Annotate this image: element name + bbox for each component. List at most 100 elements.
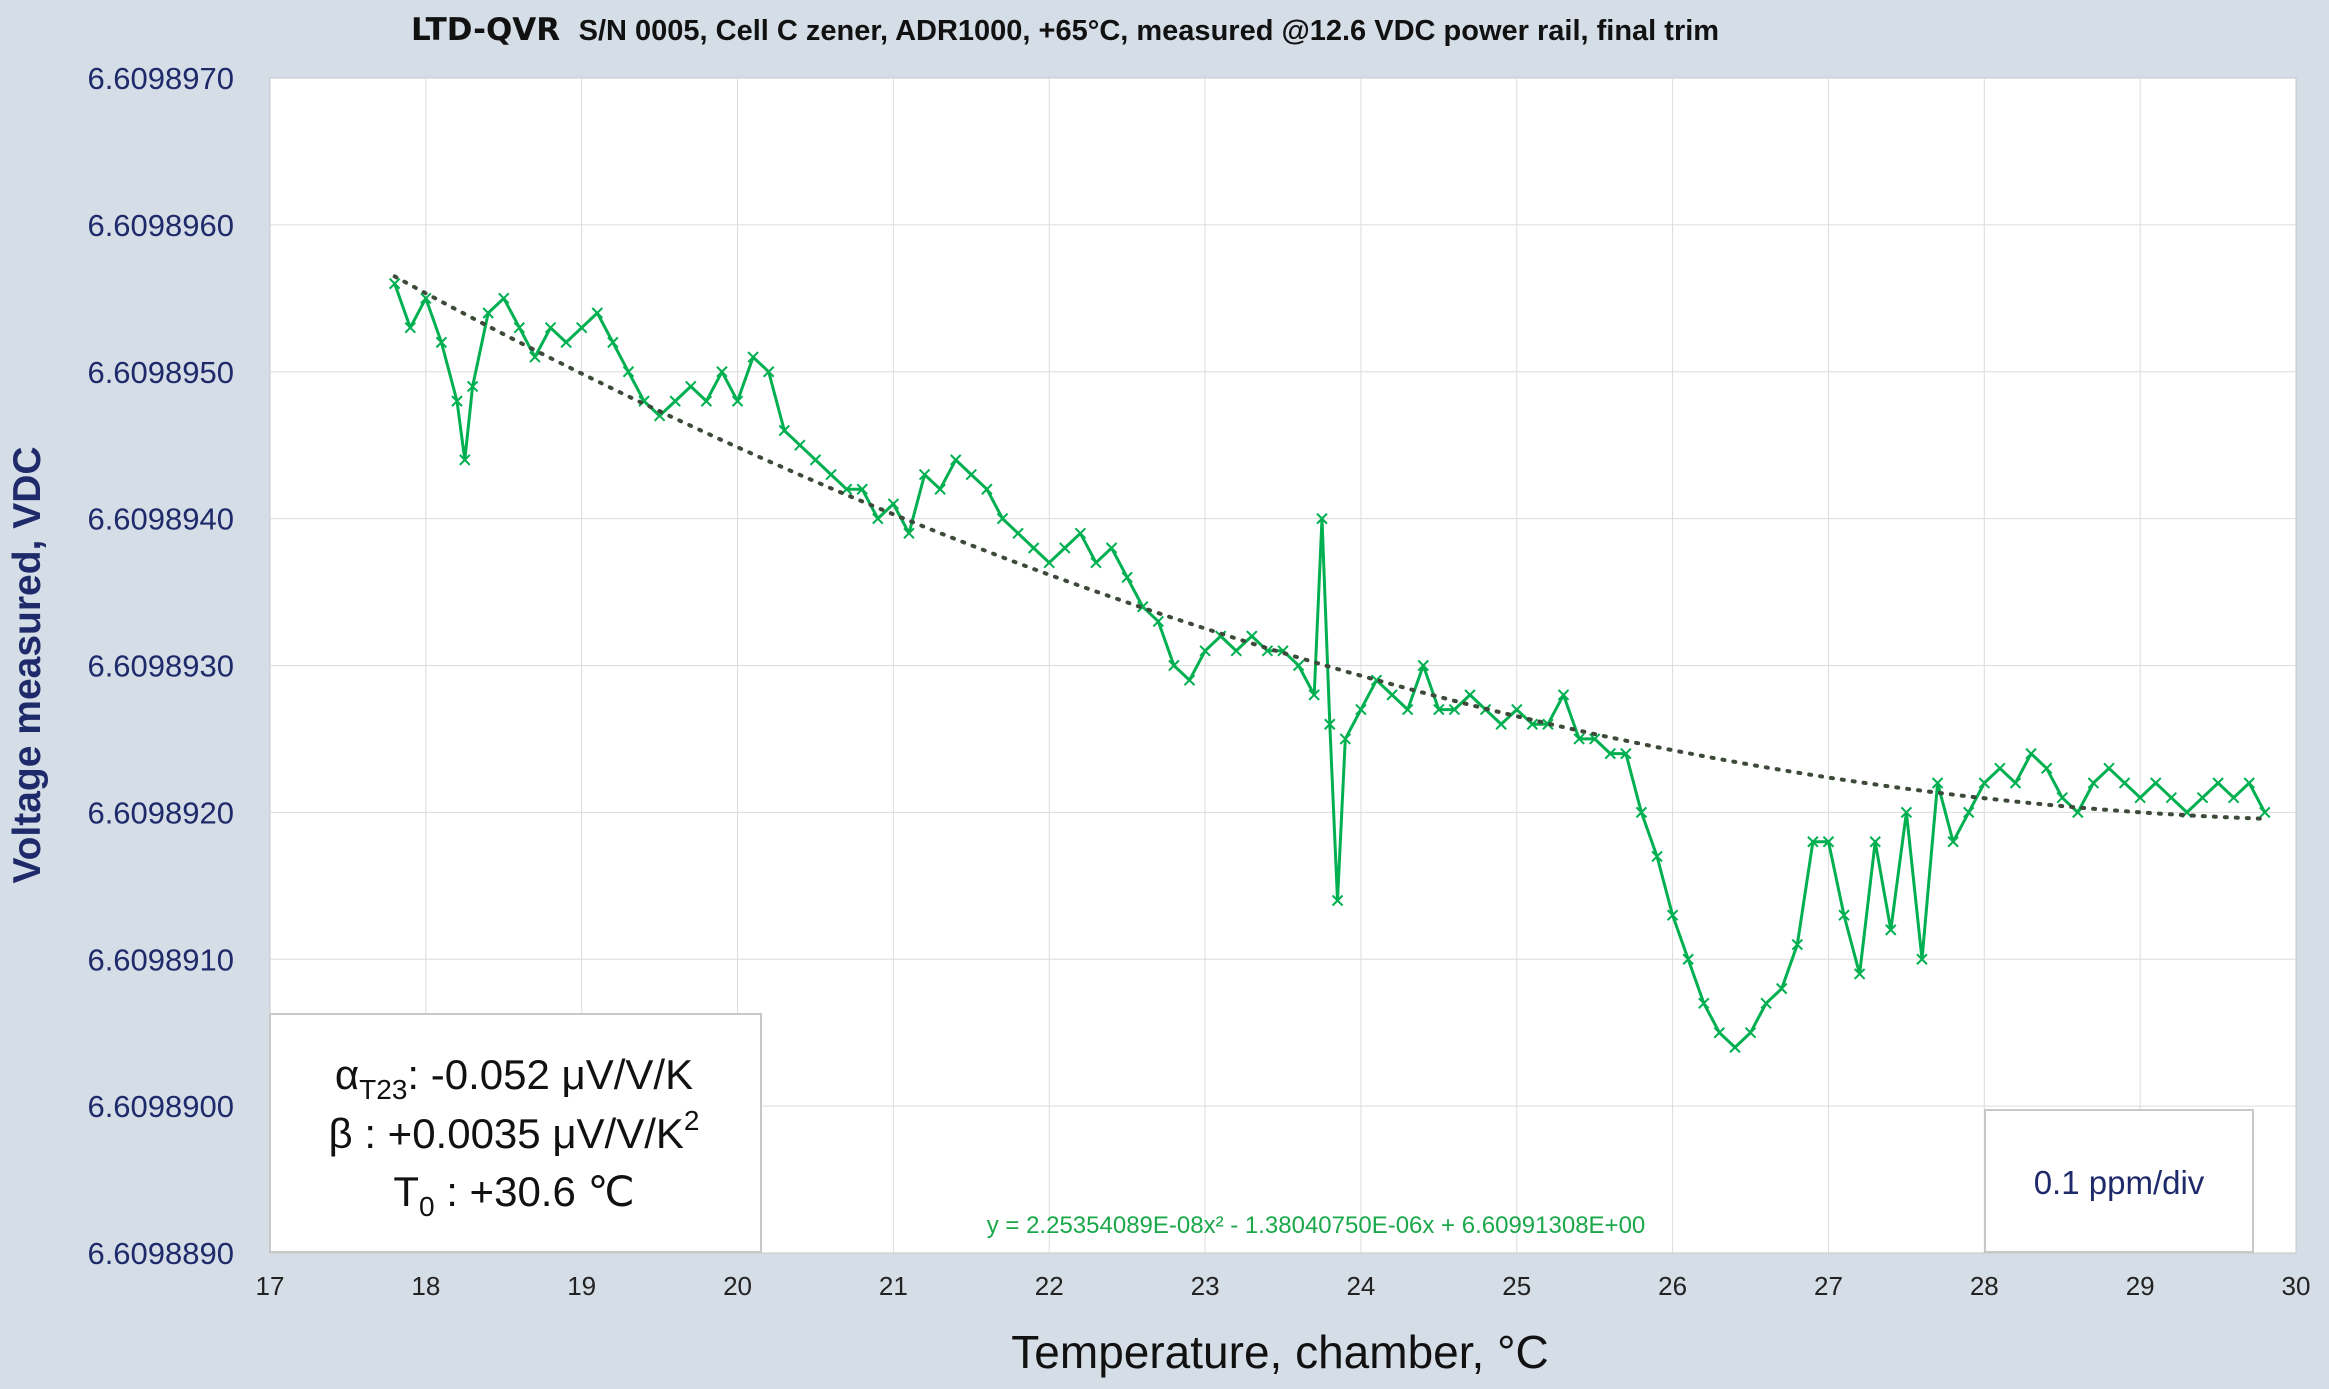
data-point (2040, 762, 2053, 775)
data-point (809, 454, 822, 466)
data-point (1183, 674, 1196, 686)
data-point (1698, 997, 1710, 1010)
data-point (1869, 836, 1881, 848)
data-point (669, 395, 681, 407)
y-axis-label: Voltage measured, VDC (6, 446, 49, 883)
data-point (2243, 777, 2255, 789)
data-point (420, 292, 432, 305)
data-point (1573, 733, 1585, 745)
data-point (1027, 542, 1040, 554)
y-tick-label: 6.6098930 (87, 649, 234, 684)
data-point (466, 380, 479, 393)
data-point (763, 366, 775, 378)
data-point (2087, 777, 2100, 789)
alpha-subscript: T23 (359, 1074, 407, 1105)
y-tick-label: 6.6098920 (87, 795, 234, 830)
y-tick-label: 6.6098890 (87, 1236, 234, 1271)
data-point (2134, 791, 2146, 804)
data-point (1355, 703, 1367, 716)
data-point (404, 321, 416, 334)
data-point (887, 498, 900, 510)
data-point (575, 321, 588, 334)
data-point (482, 307, 494, 319)
data-point (950, 454, 962, 466)
data-point (2212, 777, 2224, 789)
y-tick-label: 6.6098970 (87, 61, 234, 96)
x-axis-ticks: 17 18 19 20 21 22 23 24 25 26 27 28 29 30 (256, 1271, 2311, 1301)
data-point (1059, 542, 1071, 554)
data-point (1417, 659, 1429, 672)
data-point (1316, 512, 1328, 525)
data-point (1043, 556, 1055, 569)
data-point (700, 395, 713, 407)
data-point (747, 351, 759, 363)
x-tick-label: 19 (567, 1271, 596, 1301)
data-point (1152, 615, 1165, 628)
y-axis-ticks: 6.6098890 6.6098900 6.6098910 6.6098920 6.60… (87, 61, 234, 1271)
data-point (1557, 689, 1570, 701)
data-point (856, 483, 868, 495)
data-point (622, 366, 635, 378)
data-point (778, 424, 790, 437)
alpha-symbol: α (335, 1051, 359, 1098)
data-point (560, 336, 572, 349)
coefficient-box-frame (269, 1013, 762, 1253)
data-point (2009, 777, 2022, 789)
y-tick-label: 6.6098900 (87, 1089, 234, 1124)
chart-title-text: S/N 0005, Cell C zener, ADR1000, +65°C, … (579, 15, 1719, 47)
y-tick-label: 6.6098960 (87, 208, 234, 243)
data-point (2103, 762, 2115, 775)
data-point (529, 351, 541, 363)
data-point (544, 321, 557, 334)
data-point (459, 454, 471, 466)
data-point (2259, 806, 2271, 819)
data-point (607, 336, 619, 349)
data-point (1978, 777, 1991, 789)
data-point (965, 468, 978, 481)
x-tick-label: 28 (1970, 1271, 1999, 1301)
data-point (1838, 909, 1850, 921)
data-point (513, 321, 526, 334)
series-trace (393, 283, 2267, 1049)
data-point (1900, 806, 1913, 819)
data-point (1105, 542, 1118, 554)
y-tick-label: 6.6098950 (87, 355, 234, 390)
data-point (1822, 836, 1835, 848)
data-point (1121, 571, 1133, 584)
data-point (918, 468, 931, 481)
data-point (1137, 601, 1149, 613)
data-point (1386, 689, 1398, 701)
data-point (685, 380, 697, 393)
data-point (1916, 953, 1928, 965)
x-tick-label: 29 (2126, 1271, 2155, 1301)
data-point (1308, 689, 1320, 701)
data-point (903, 527, 915, 540)
alpha-value: : -0.052 μV/V/K (407, 1051, 693, 1098)
data-point (1168, 659, 1180, 672)
alpha-coefficient: αT23: -0.052 μV/V/K (335, 1051, 693, 1105)
x-tick-label: 26 (1658, 1271, 1687, 1301)
data-point (1230, 645, 1242, 657)
data-point (1635, 806, 1648, 819)
data-point (1199, 645, 1211, 657)
data-point (1090, 556, 1102, 569)
data-point (1994, 762, 2006, 775)
data-point (1495, 718, 1507, 730)
x-tick-label: 25 (1502, 1271, 1531, 1301)
t0-value: T0 : +30.6 ℃ (393, 1168, 634, 1222)
data-point (1433, 703, 1445, 716)
data-point (1401, 703, 1414, 716)
data-point (1791, 938, 1803, 951)
trendline-curve (392, 274, 2267, 821)
y-tick-label: 6.6098940 (87, 502, 234, 537)
data-point (638, 395, 650, 407)
scale-note-box: 0.1 ppm/div (1984, 1109, 2254, 1253)
t0-text: : +30.6 ℃ (435, 1168, 635, 1215)
data-point (451, 395, 463, 407)
data-point (1885, 924, 1897, 936)
data-point (1331, 894, 1344, 907)
data-point (1448, 703, 1461, 716)
x-axis-label: Temperature, chamber, °C (1011, 1326, 1548, 1378)
scale-note-frame (1984, 1109, 2254, 1253)
